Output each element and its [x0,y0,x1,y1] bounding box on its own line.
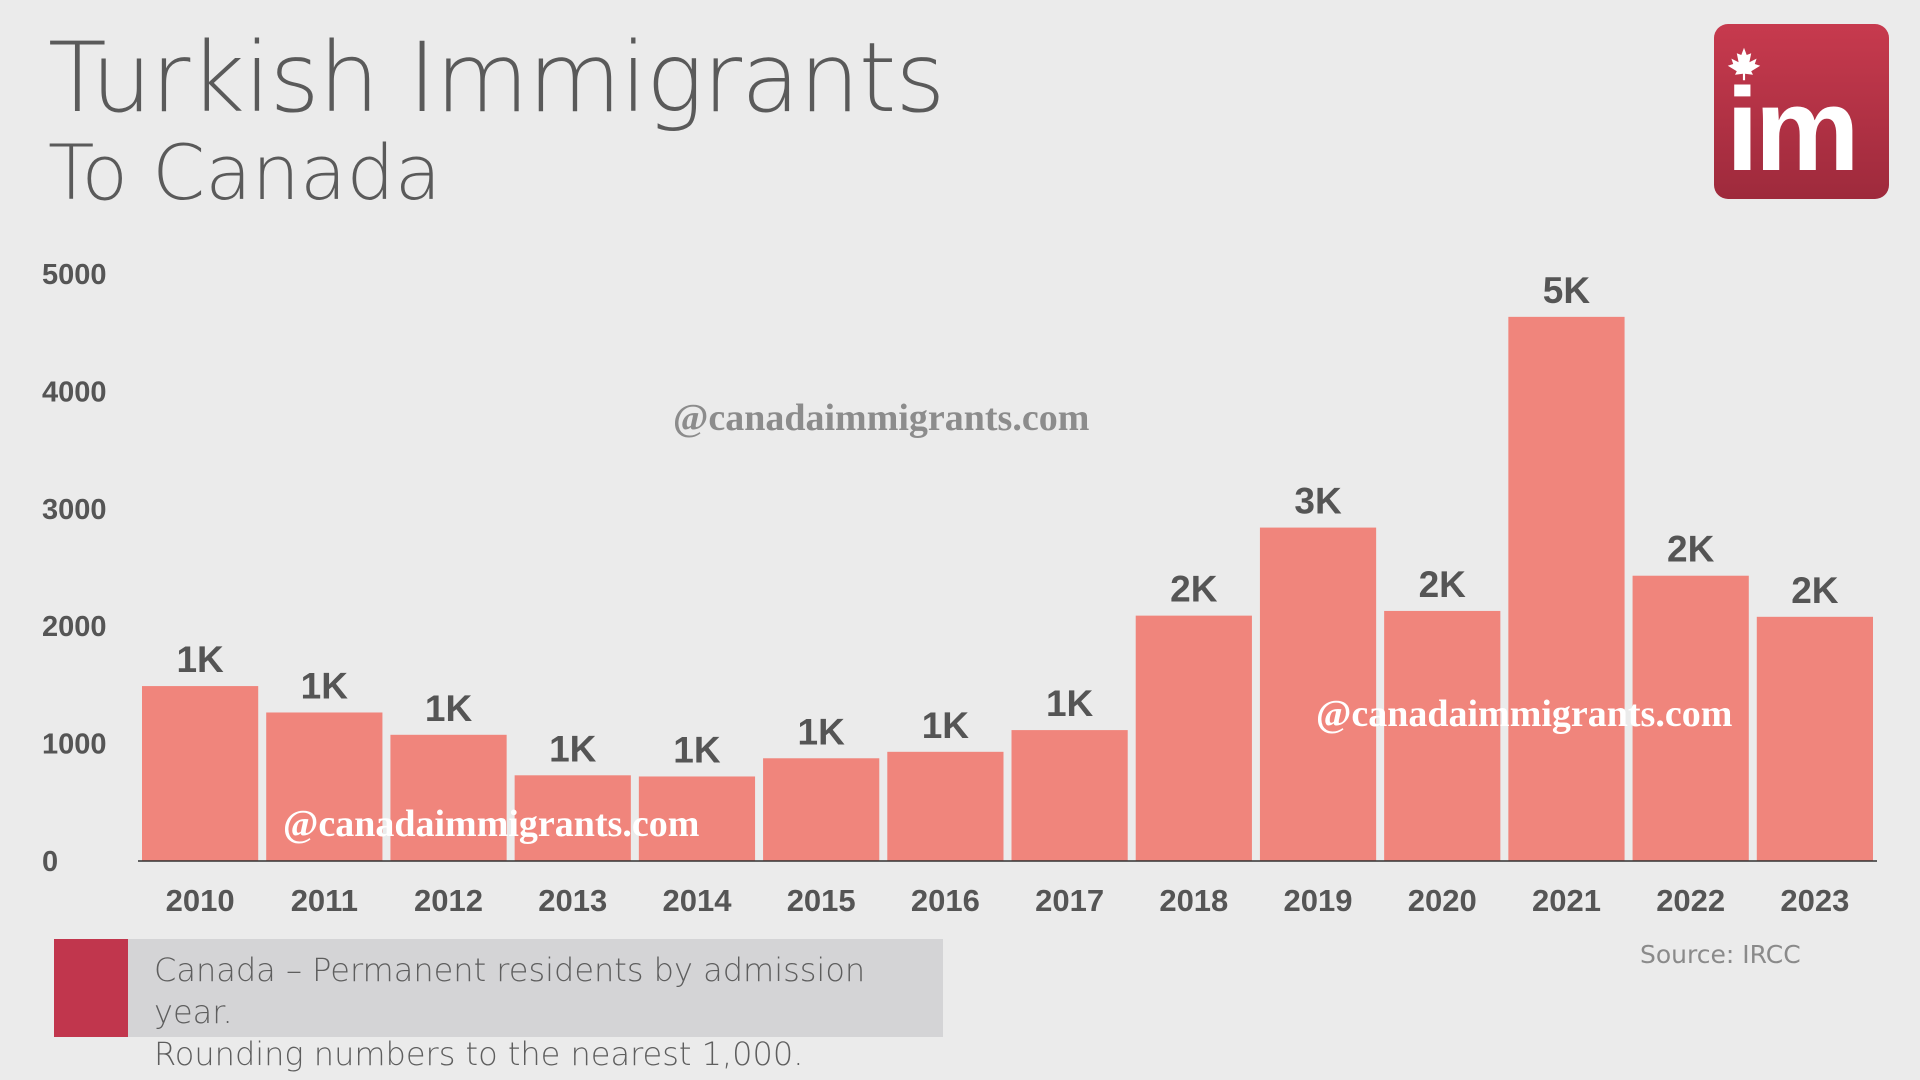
bar [1632,575,1749,861]
data-label: 1K [673,729,721,770]
y-tick-label: 5000 [42,259,107,291]
x-tick-label: 2022 [1656,883,1725,918]
legend-line-1: Canada – Permanent residents by admissio… [154,951,866,1031]
bar [638,776,756,861]
watermark: @canadaimmigrants.com [1316,693,1733,735]
bar [142,686,259,861]
chart-title: Turkish Immigrants [48,22,945,134]
bar [1259,527,1377,861]
x-tick-label: 2011 [291,883,358,918]
legend: Canada – Permanent residents by admissio… [54,939,943,1073]
data-label: 1K [176,639,224,680]
data-label: 1K [922,705,970,746]
source-note: Source: IRCC [1640,940,1801,969]
x-tick-label: 2021 [1532,883,1601,918]
y-tick-label: 1000 [42,729,107,761]
x-tick-label: 2010 [166,883,235,918]
watermark: @canadaimmigrants.com [283,803,700,845]
data-label: 1K [1046,683,1094,724]
bar [1011,730,1128,861]
bar [1135,615,1252,861]
legend-swatch [54,939,128,1037]
maple-leaf-icon [1727,47,1761,81]
x-tick-label: 2014 [662,883,732,918]
legend-text: Canada – Permanent residents by admissio… [154,949,943,1075]
data-label: 1K [798,711,846,752]
chart-subtitle: To Canada [48,128,442,217]
x-tick-label: 2019 [1284,883,1353,918]
watermark: @canadaimmigrants.com [673,397,1090,439]
x-tick-label: 2023 [1780,883,1849,918]
x-tick-label: 2017 [1035,883,1104,918]
x-tick-label: 2013 [538,883,607,918]
x-tick-label: 2020 [1408,883,1477,918]
bar [514,775,631,861]
data-label: 2K [1419,564,1467,605]
bar [763,758,880,861]
y-tick-label: 4000 [42,376,107,408]
logo-text: im [1726,64,1860,196]
data-label: 2K [1170,569,1218,610]
data-label: 1K [301,665,349,706]
bar [390,734,507,861]
data-label: 1K [425,688,473,729]
y-tick-label: 0 [42,846,58,878]
x-tick-label: 2018 [1159,883,1228,918]
bar [1384,610,1501,861]
bar [266,712,383,861]
data-label: 1K [549,728,597,769]
x-tick-label: 2012 [414,883,483,918]
y-tick-label: 2000 [42,611,107,643]
data-label: 2K [1667,529,1715,570]
y-tick-label: 3000 [42,494,107,526]
logo: im [1714,24,1889,199]
bar [1756,616,1873,861]
legend-line-2: Rounding numbers to the nearest 1,000. [154,1035,804,1073]
data-label: 5K [1543,270,1591,311]
data-label: 2K [1791,570,1839,611]
data-label: 3K [1294,481,1342,522]
bar [1508,316,1625,861]
x-tick-label: 2015 [787,883,856,918]
x-tick-label: 2016 [911,883,980,918]
bar [887,751,1004,861]
